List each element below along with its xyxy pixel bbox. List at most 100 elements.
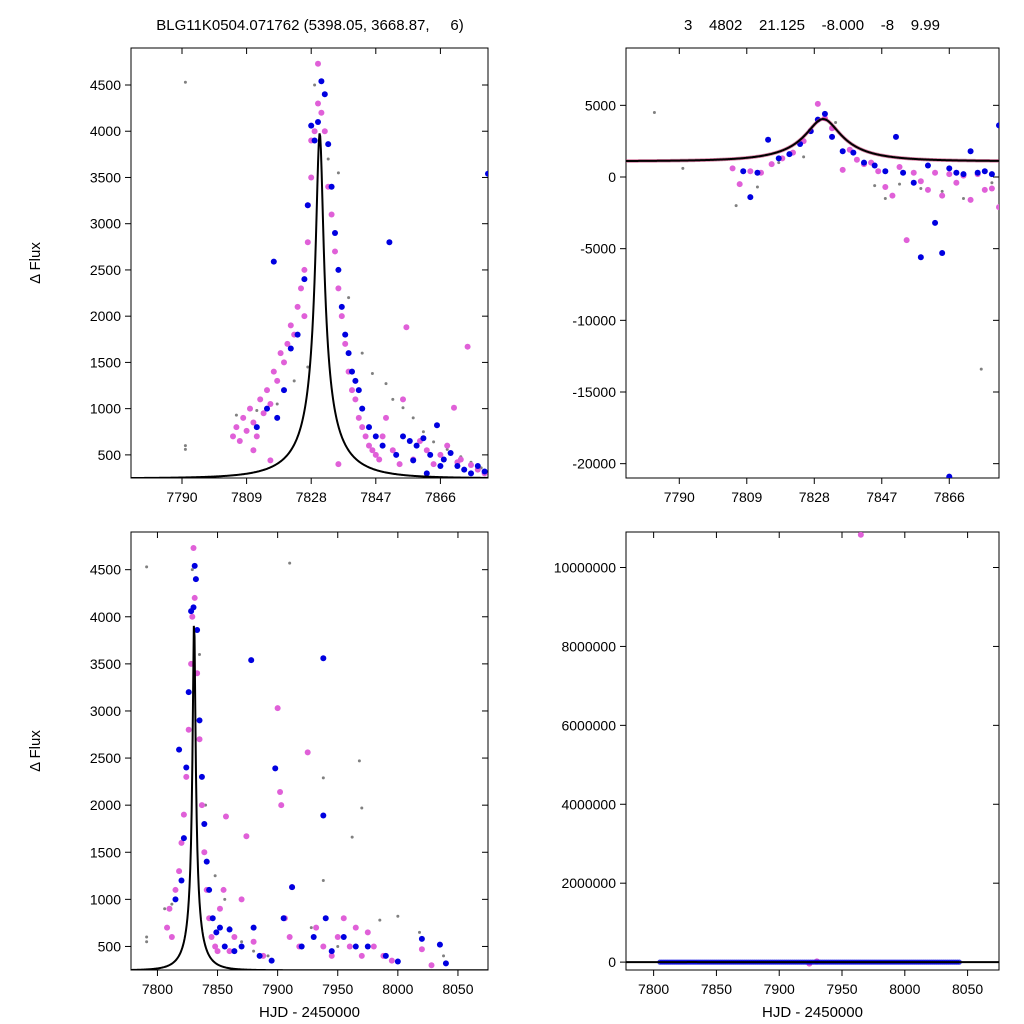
- y-tick-label: -10000: [572, 312, 616, 328]
- data-point: [304, 749, 311, 756]
- data-point: [191, 562, 198, 569]
- x-tick-label: 7850: [202, 981, 233, 997]
- data-point: [332, 229, 338, 236]
- data-point: [243, 833, 250, 840]
- data-point: [910, 179, 917, 186]
- x-axis-label: HJD - 2450000: [762, 1004, 863, 1021]
- data-point: [917, 178, 924, 185]
- data-point: [201, 849, 208, 856]
- data-point: [286, 934, 293, 941]
- data-point: [896, 163, 903, 170]
- data-point: [288, 561, 292, 565]
- x-tick-label: 8050: [952, 981, 983, 997]
- data-point: [370, 943, 377, 950]
- data-point: [740, 168, 747, 175]
- y-tick-label: 2000000: [561, 875, 616, 891]
- data-point: [383, 414, 389, 421]
- data-point: [209, 915, 216, 922]
- data-point: [250, 447, 257, 454]
- data-point: [168, 934, 175, 941]
- data-point: [264, 405, 270, 412]
- data-point: [364, 929, 371, 936]
- data-point: [754, 169, 761, 176]
- data-point: [681, 166, 685, 170]
- y-tick-label: 1500: [90, 844, 121, 860]
- data-point: [919, 186, 923, 190]
- data-point: [267, 401, 274, 408]
- plot-frame: [625, 47, 1000, 479]
- y-tick-label: -15000: [572, 384, 616, 400]
- data-point: [384, 382, 388, 386]
- x-tick-label: 7847: [866, 489, 897, 505]
- data-point: [389, 447, 396, 454]
- data-point: [191, 594, 198, 601]
- data-point: [350, 835, 354, 839]
- x-tick-label: 7850: [701, 981, 732, 997]
- data-point: [257, 396, 264, 403]
- y-tick-label: 4000000: [561, 796, 616, 812]
- x-tick-label: 7847: [360, 489, 391, 505]
- data-point: [318, 78, 325, 85]
- data-point: [274, 377, 281, 384]
- data-point: [185, 726, 192, 733]
- data-point: [981, 186, 988, 193]
- data-point: [903, 237, 910, 244]
- y-tick-label: 0: [608, 169, 616, 185]
- data-point: [967, 196, 974, 203]
- data-point: [284, 340, 291, 347]
- data-point: [185, 689, 192, 696]
- x-tick-label: 7800: [638, 981, 669, 997]
- data-point: [775, 155, 782, 162]
- data-point: [338, 313, 345, 320]
- x-tick-label: 7950: [826, 981, 857, 997]
- data-point: [342, 340, 349, 347]
- data-point: [183, 80, 187, 84]
- data-point: [376, 456, 383, 463]
- data-point: [198, 802, 205, 809]
- data-point: [198, 773, 205, 780]
- data-point: [213, 874, 217, 878]
- data-point: [340, 934, 347, 941]
- plot-frame: [130, 47, 489, 479]
- model-curve: [131, 133, 488, 478]
- data-point: [342, 331, 349, 338]
- data-point: [850, 149, 857, 156]
- data-point: [250, 924, 257, 931]
- data-point: [190, 604, 197, 611]
- data-point: [214, 948, 221, 955]
- data-point: [357, 759, 361, 763]
- data-point: [932, 219, 939, 226]
- data-point: [266, 954, 270, 958]
- data-point: [349, 387, 355, 394]
- data-point: [328, 948, 335, 955]
- model-curve: [626, 118, 999, 162]
- data-point: [802, 155, 806, 159]
- x-tick-label: 7809: [231, 489, 262, 505]
- data-point: [839, 148, 846, 155]
- x-tick-label: 7800: [142, 981, 173, 997]
- data-point: [236, 438, 243, 445]
- data-point: [355, 387, 362, 394]
- data-point: [394, 958, 401, 965]
- data-point: [961, 197, 965, 200]
- y-tick-label: 10000000: [554, 560, 617, 576]
- data-point: [990, 181, 994, 185]
- data-point: [315, 60, 321, 67]
- data-point: [194, 626, 201, 633]
- data-point: [444, 442, 451, 449]
- right-header-title: 3 4802 21.125 -8.000 -8 9.99: [684, 17, 940, 34]
- data-point: [861, 159, 868, 166]
- data-point: [255, 408, 259, 412]
- data-point: [289, 884, 296, 891]
- y-tick-label: 1000: [90, 891, 121, 907]
- data-point: [226, 926, 233, 933]
- data-point: [164, 924, 171, 931]
- data-point: [253, 424, 260, 431]
- data-point: [461, 466, 468, 473]
- data-point: [270, 368, 277, 375]
- x-tick-label: 7828: [799, 489, 830, 505]
- data-point: [298, 285, 304, 292]
- data-point: [178, 877, 185, 884]
- data-point: [308, 174, 315, 181]
